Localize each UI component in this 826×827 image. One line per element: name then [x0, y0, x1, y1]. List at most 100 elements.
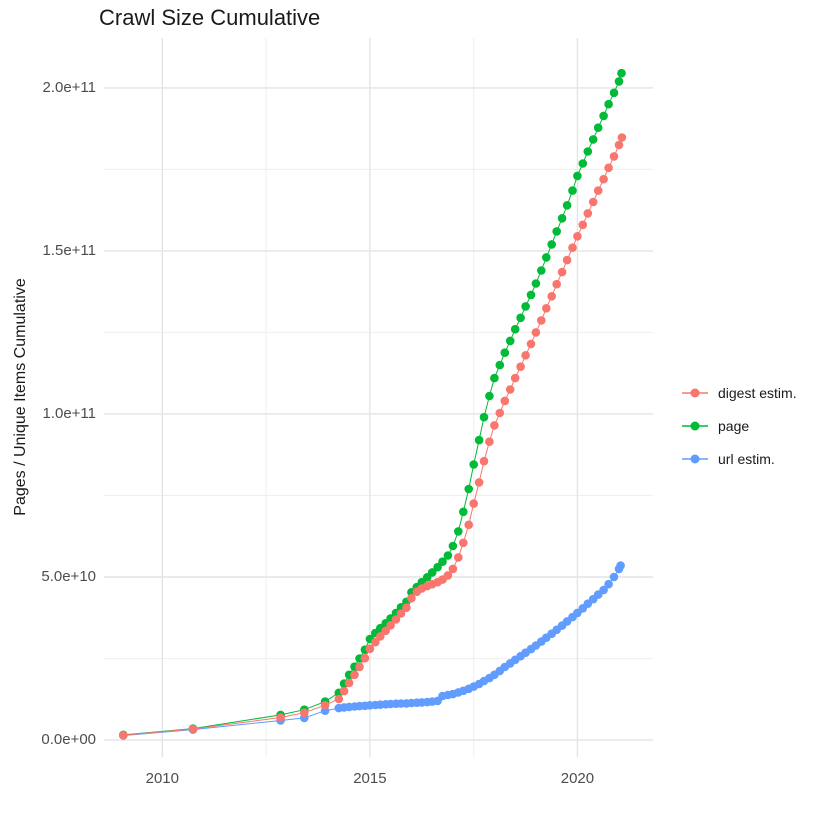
data-point-page	[433, 562, 442, 572]
data-point-digest-estim-	[448, 564, 458, 574]
data-point-digest-estim-	[552, 279, 561, 289]
data-point-page	[609, 88, 619, 98]
data-point-digest-estim-	[510, 373, 520, 383]
data-point-page	[490, 373, 499, 383]
data-point-digest-estim-	[495, 408, 505, 418]
data-point-digest-estim-	[500, 396, 510, 406]
data-point-page	[614, 77, 624, 86]
data-point-digest-estim-	[355, 662, 364, 672]
data-point-page	[526, 290, 536, 300]
data-point-digest-estim-	[588, 197, 598, 207]
data-point-url-estim-	[616, 561, 625, 570]
data-point-digest-estim-	[599, 174, 608, 184]
data-point-digest-estim-	[339, 686, 349, 696]
y-tick-label: 0.0e+00	[41, 731, 96, 749]
data-point-digest-estim-	[459, 538, 468, 548]
data-point-digest-estim-	[609, 152, 619, 161]
x-tick-label: 2020	[560, 770, 595, 787]
data-point-digest-estim-	[334, 694, 344, 704]
data-point-digest-estim-	[485, 437, 494, 447]
data-point-page	[578, 159, 588, 168]
data-point-digest-estim-	[474, 478, 484, 487]
data-point-page	[464, 484, 474, 494]
y-axis-title: Pages / Unique Items Cumulative	[12, 278, 29, 516]
legend: digest estim. page url estim.	[681, 376, 797, 475]
legend-key-dot	[690, 454, 700, 463]
data-point-page	[459, 507, 468, 517]
data-point-page	[516, 313, 525, 323]
data-point-digest-estim-	[276, 713, 285, 722]
legend-label: digest estim.	[718, 384, 797, 401]
chart-title: Crawl Size Cumulative	[99, 5, 321, 30]
data-point-page	[469, 460, 479, 469]
y-tick-label: 1.5e+11	[42, 241, 96, 259]
data-point-page	[495, 360, 505, 370]
data-point-digest-estim-	[547, 292, 556, 301]
data-point-page	[438, 557, 447, 566]
data-point-page	[448, 541, 458, 551]
data-point-digest-estim-	[396, 609, 406, 618]
data-point-digest-estim-	[604, 163, 613, 173]
x-tick-label: 2010	[145, 770, 179, 787]
data-point-page	[599, 111, 608, 121]
data-point-url-estim-	[599, 585, 608, 595]
data-point-digest-estim-	[119, 730, 128, 740]
legend-item: page	[681, 409, 797, 442]
data-point-page	[593, 123, 603, 132]
data-point-digest-estim-	[568, 243, 577, 252]
data-point-digest-estim-	[376, 632, 385, 641]
data-point-page	[500, 348, 510, 358]
data-point-page	[485, 391, 494, 401]
data-point-digest-estim-	[381, 626, 391, 636]
data-point-digest-estim-	[593, 186, 603, 195]
data-point-digest-estim-	[516, 362, 525, 372]
data-point-digest-estim-	[469, 499, 479, 508]
x-tick-label: 2015	[353, 770, 387, 787]
data-point-digest-estim-	[464, 520, 474, 530]
data-point-page	[427, 568, 437, 577]
data-point-digest-estim-	[300, 708, 309, 717]
data-point-digest-estim-	[526, 339, 536, 349]
data-point-url-estim-	[604, 579, 613, 589]
legend-label: url estim.	[718, 450, 775, 467]
data-point-page	[573, 171, 582, 181]
data-point-digest-estim-	[479, 456, 489, 466]
data-point-url-estim-	[609, 572, 619, 582]
data-point-digest-estim-	[407, 593, 416, 603]
data-point-digest-estim-	[391, 615, 401, 624]
data-point-page	[521, 302, 530, 311]
data-point-digest-estim-	[490, 421, 499, 430]
data-point-digest-estim-	[542, 304, 551, 313]
y-tick-label: 1.0e+11	[42, 404, 96, 422]
data-point-digest-estim-	[365, 644, 375, 653]
data-point-digest-estim-	[521, 351, 530, 360]
data-point-digest-estim-	[371, 637, 380, 647]
y-tick-label: 5.0e+10	[41, 568, 96, 585]
data-point-digest-estim-	[344, 678, 354, 688]
legend-key-icon	[681, 417, 709, 435]
legend-key-dot	[690, 421, 700, 430]
legend-item: digest estim.	[681, 376, 797, 409]
data-point-digest-estim-	[402, 603, 411, 612]
data-point-digest-estim-	[537, 316, 546, 325]
data-point-page	[562, 201, 572, 210]
data-point-digest-estim-	[360, 653, 370, 663]
data-point-digest-estim-	[617, 133, 627, 142]
legend-key-dot	[690, 388, 700, 397]
data-point-digest-estim-	[505, 385, 515, 394]
data-point-digest-estim-	[583, 209, 593, 218]
y-tick-label: 2.0e+11	[42, 78, 96, 96]
data-point-digest-estim-	[386, 621, 395, 630]
data-point-digest-estim-	[557, 267, 567, 277]
data-point-digest-estim-	[573, 232, 582, 241]
data-point-page	[454, 527, 463, 536]
data-point-page	[557, 214, 567, 223]
data-point-page	[568, 186, 577, 195]
data-point-digest-estim-	[188, 724, 198, 734]
data-point-digest-estim-	[320, 700, 330, 710]
data-point-page	[617, 68, 626, 78]
data-point-page	[552, 227, 561, 236]
legend-item: url estim.	[681, 442, 797, 475]
